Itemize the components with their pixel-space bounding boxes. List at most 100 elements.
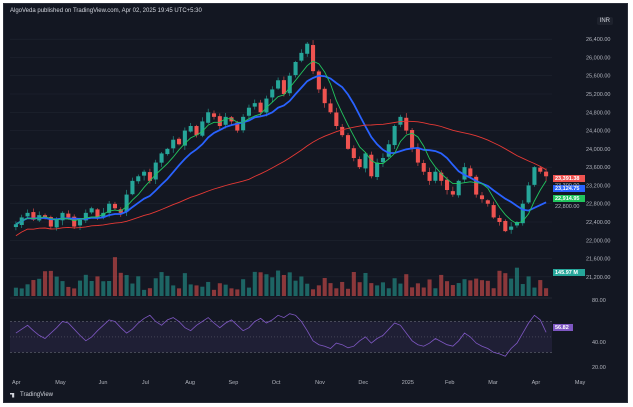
volume-bar bbox=[311, 289, 316, 296]
candle-body bbox=[194, 126, 199, 136]
candle-body bbox=[538, 167, 543, 172]
candle-body bbox=[474, 176, 479, 195]
candle-body bbox=[136, 176, 141, 182]
volume-bar bbox=[532, 287, 537, 296]
price-chart[interactable]: 26,400.00 26,000.00 25,600.00 25,200.00 24,8… bbox=[4, 4, 628, 403]
ma-short-line bbox=[15, 74, 547, 226]
price-tag-label: 23,300.00 bbox=[555, 183, 579, 189]
candle-body bbox=[363, 153, 368, 169]
candle-body bbox=[386, 144, 391, 157]
price-tag-label: 23,124.75 bbox=[555, 186, 579, 192]
price-tick-label: 23,600.00 bbox=[586, 165, 610, 171]
volume-bar bbox=[497, 270, 502, 296]
candle-body bbox=[101, 212, 106, 218]
candle-body bbox=[258, 102, 263, 113]
volume-bar bbox=[60, 281, 65, 296]
volume-bar bbox=[415, 283, 420, 296]
volume-tag-label: 145.97 M bbox=[555, 270, 578, 276]
publisher-header: AlgoVeda published on TradingView.com, A… bbox=[10, 8, 202, 14]
rsi-tick-label: 20.00 bbox=[592, 365, 606, 371]
volume-bar bbox=[445, 281, 450, 296]
volume-bar bbox=[316, 285, 321, 296]
volume-bar bbox=[217, 283, 222, 296]
volume-bar bbox=[72, 288, 77, 296]
price-tags: 23,391.38 23,124.75 22,914.95 23,300.00 22,8… bbox=[553, 175, 585, 276]
price-tag-bg bbox=[553, 195, 585, 202]
candle-body bbox=[89, 208, 94, 213]
volume-bar bbox=[287, 272, 292, 296]
volume-bar bbox=[276, 270, 281, 296]
candle-body bbox=[369, 154, 374, 177]
footer[interactable]: TradingView bbox=[10, 392, 53, 398]
candle-body bbox=[217, 116, 222, 126]
volume-bar bbox=[351, 271, 356, 296]
candle-body bbox=[415, 148, 420, 163]
volume-bar bbox=[130, 283, 135, 296]
candle-body bbox=[200, 121, 205, 136]
candle-body bbox=[410, 130, 415, 149]
candle-body bbox=[311, 45, 316, 72]
ma-long-line bbox=[15, 120, 547, 237]
volume-bar bbox=[43, 271, 48, 296]
volume-bar bbox=[462, 279, 467, 296]
volume-bar bbox=[380, 282, 385, 296]
ma-mid-line bbox=[15, 60, 547, 225]
candle-body bbox=[421, 163, 426, 172]
price-tick-label: 23,200.00 bbox=[586, 183, 610, 189]
tradingview-logo-icon bbox=[10, 392, 15, 398]
time-tick-label: Jul bbox=[142, 380, 149, 386]
volume-bar bbox=[235, 289, 240, 296]
rsi-panel: 80.00 40.00 20.00 56.82 bbox=[10, 297, 606, 371]
volume-bar bbox=[509, 278, 514, 296]
time-tick-label: Dec bbox=[358, 380, 368, 386]
price-tag-label: 22,914.95 bbox=[555, 196, 579, 202]
volume-bar bbox=[270, 277, 275, 296]
volume-bar bbox=[31, 280, 36, 296]
candle-body bbox=[177, 138, 182, 145]
volume-bar bbox=[491, 288, 496, 296]
candle-body bbox=[165, 148, 170, 155]
volume-bar bbox=[177, 288, 182, 296]
volume-bar bbox=[375, 285, 380, 296]
time-tick-label: Jun bbox=[99, 380, 108, 386]
volume-bar bbox=[538, 280, 543, 296]
candle-body bbox=[83, 212, 88, 221]
candle-body bbox=[270, 89, 275, 98]
candle-body bbox=[503, 220, 508, 232]
volume-bar bbox=[305, 283, 310, 296]
volume-bar bbox=[328, 283, 333, 296]
candle-body bbox=[299, 52, 304, 61]
candle-body bbox=[124, 194, 129, 212]
candle-body bbox=[206, 112, 211, 123]
volume-bar bbox=[410, 287, 415, 296]
candle-body bbox=[445, 179, 450, 190]
candle-body bbox=[322, 88, 327, 104]
price-tick-label: 22,400.00 bbox=[586, 220, 610, 226]
time-tick-label: 2025 bbox=[402, 380, 414, 386]
candle-body bbox=[509, 226, 514, 230]
rsi-line bbox=[15, 313, 547, 357]
volume-bar bbox=[37, 278, 42, 296]
volume-bar bbox=[48, 270, 53, 296]
time-tick-label: Sep bbox=[229, 380, 239, 386]
candle-body bbox=[316, 71, 321, 90]
candle-body bbox=[77, 219, 83, 226]
candle-body bbox=[31, 212, 36, 220]
price-tick-label: 24,000.00 bbox=[586, 147, 610, 153]
candle-body bbox=[211, 113, 217, 117]
candle-body bbox=[188, 126, 193, 132]
volume-bar bbox=[322, 278, 327, 296]
candle-body bbox=[544, 171, 549, 177]
volume-bar bbox=[112, 257, 117, 296]
candle-body bbox=[450, 191, 455, 195]
volume-bar bbox=[89, 280, 94, 296]
candle-body bbox=[159, 153, 164, 163]
volume-bar bbox=[427, 279, 432, 296]
candle-body bbox=[345, 135, 351, 149]
candle-body bbox=[153, 162, 158, 180]
candle-body bbox=[398, 116, 403, 125]
price-tag-label: 22,800.00 bbox=[555, 204, 579, 210]
volume-bar bbox=[142, 289, 147, 296]
candle-body bbox=[72, 216, 77, 227]
currency-badge[interactable]: INR bbox=[596, 17, 613, 25]
